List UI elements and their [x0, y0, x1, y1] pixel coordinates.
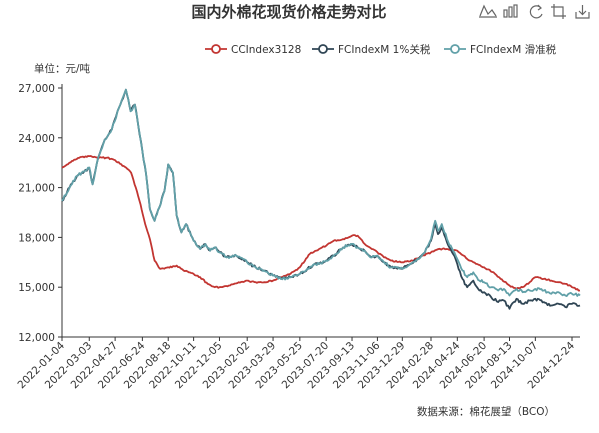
source-label: 数据来源：棉花展望（BCO） — [417, 405, 555, 418]
crop-icon[interactable] — [551, 4, 566, 19]
y-tick-label: 18,000 — [18, 232, 55, 244]
bar-chart-icon[interactable] — [503, 4, 518, 18]
legend-item-1[interactable]: CCIndex3128 — [205, 44, 301, 56]
legend-circle-marker — [450, 44, 460, 54]
download-icon[interactable] — [575, 5, 590, 19]
legend-label: CCIndex3128 — [231, 44, 301, 56]
y-tick-label: 21,000 — [18, 183, 55, 195]
legend-circle-marker — [211, 44, 221, 54]
y-tick-label: 12,000 — [18, 332, 55, 344]
series-line-3 — [61, 88, 581, 297]
chart-title: 国内外棉花现货价格走势对比 — [191, 3, 386, 21]
legend-circle-marker — [318, 44, 328, 54]
legend: CCIndex3128 FCIndexM 1%关税 FCIndexM 滑准税 — [205, 43, 557, 56]
y-tick-label: 24,000 — [18, 133, 55, 145]
series-group — [61, 88, 581, 310]
legend-label: FCIndexM 1%关税 — [338, 43, 431, 56]
legend-item-3[interactable]: FCIndexM 滑准税 — [444, 43, 557, 56]
restore-icon[interactable] — [529, 4, 543, 19]
toolbox — [479, 4, 590, 19]
y-axis: 12,000 15,000 18,000 21,000 24,000 27,000 — [18, 83, 63, 344]
x-axis: 2022-01-042022-03-032022-04-272022-06-24… — [15, 336, 580, 391]
legend-item-2[interactable]: FCIndexM 1%关税 — [312, 43, 431, 56]
legend-label: FCIndexM 滑准税 — [470, 43, 557, 56]
unit-label: 单位：元/吨 — [34, 62, 91, 75]
line-chart-icon[interactable] — [479, 4, 497, 18]
series-line-1 — [61, 155, 581, 292]
y-tick-label: 27,000 — [18, 83, 55, 95]
y-tick-label: 15,000 — [18, 282, 55, 294]
